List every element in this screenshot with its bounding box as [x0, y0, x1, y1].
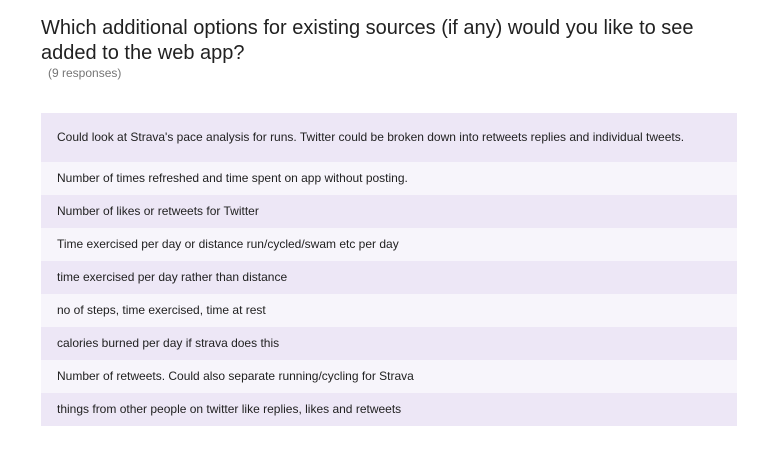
response-item: time exercised per day rather than dista…	[41, 261, 737, 294]
question-title: Which additional options for existing so…	[41, 17, 694, 64]
response-item: Number of likes or retweets for Twitter	[41, 195, 737, 228]
response-item: Time exercised per day or distance run/c…	[41, 228, 737, 261]
response-text: calories burned per day if strava does t…	[57, 336, 280, 350]
response-text: Number of likes or retweets for Twitter	[57, 204, 259, 218]
response-text: Number of retweets. Could also separate …	[57, 369, 414, 383]
response-text: Could look at Strava's pace analysis for…	[57, 130, 685, 144]
response-text: Time exercised per day or distance run/c…	[57, 237, 399, 251]
response-text: things from other people on twitter like…	[57, 402, 402, 416]
response-text: Number of times refreshed and time spent…	[57, 171, 408, 185]
response-count: (9 responses)	[48, 66, 122, 80]
response-text: time exercised per day rather than dista…	[57, 270, 288, 284]
response-item: no of steps, time exercised, time at res…	[41, 294, 737, 327]
response-item: Number of times refreshed and time spent…	[41, 162, 737, 195]
response-item: Number of retweets. Could also separate …	[41, 360, 737, 393]
response-item: things from other people on twitter like…	[41, 393, 737, 426]
response-list: Could look at Strava's pace analysis for…	[41, 113, 737, 426]
response-item: calories burned per day if strava does t…	[41, 327, 737, 360]
response-text: no of steps, time exercised, time at res…	[57, 303, 266, 317]
response-item: Could look at Strava's pace analysis for…	[41, 113, 737, 162]
